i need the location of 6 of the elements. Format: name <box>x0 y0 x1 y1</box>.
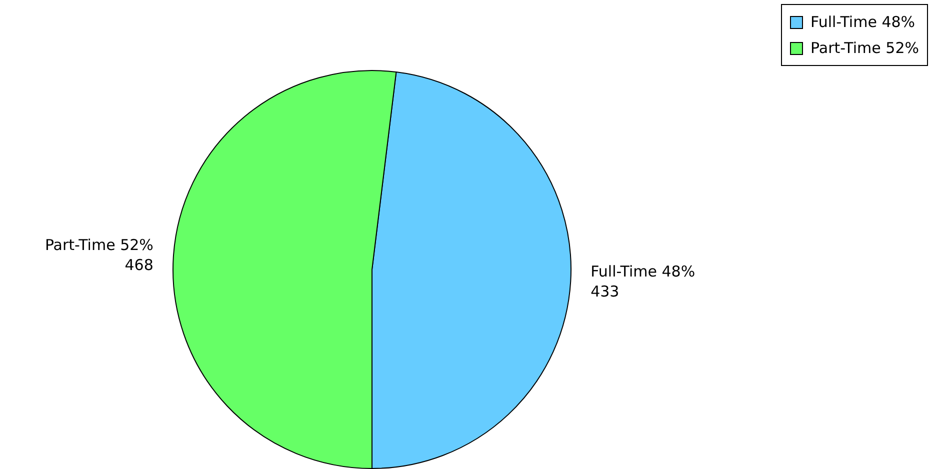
data-label: 433 <box>590 282 620 301</box>
slice-label: Part-Time 52% <box>44 236 154 254</box>
slice-label: Full-Time 48% <box>590 262 696 281</box>
data-label: 468 <box>124 256 154 274</box>
legend-label: Part-Time 52% <box>810 39 919 57</box>
legend-label: Full-Time 48% <box>810 13 916 31</box>
